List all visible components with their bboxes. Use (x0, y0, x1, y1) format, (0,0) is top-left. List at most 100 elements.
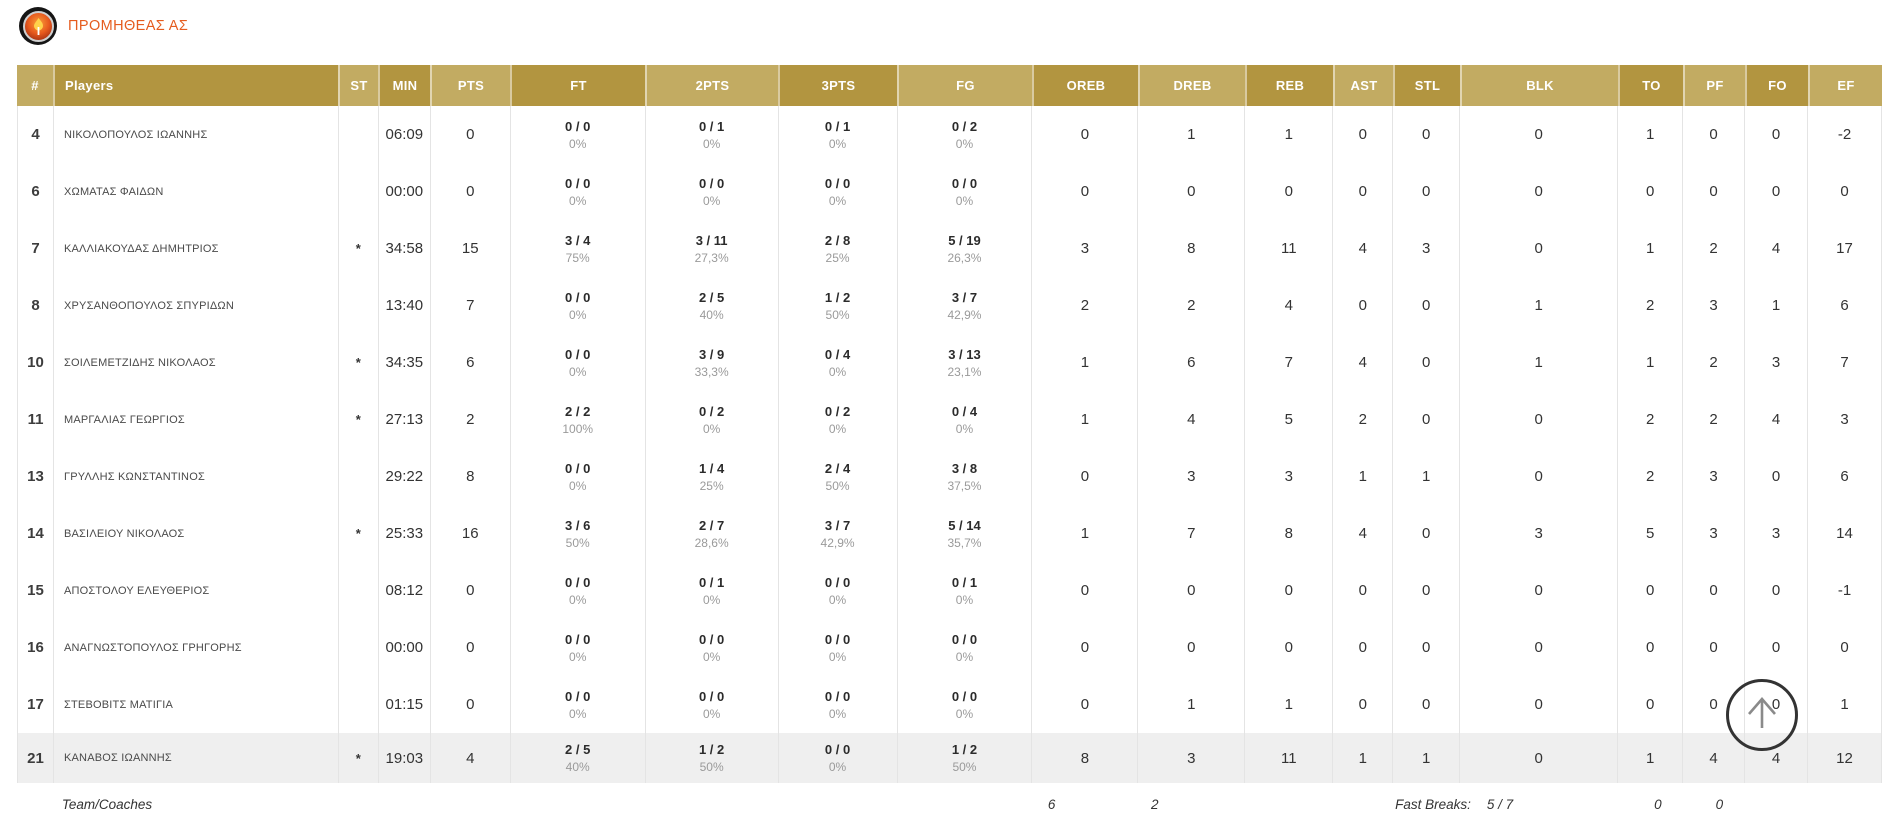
stat-cell-min: 34:35 (379, 334, 431, 391)
shot-made-attempted: 1 / 4 (698, 460, 725, 476)
column-header-stl: STL (1393, 65, 1460, 106)
shot-made-attempted: 3 / 9 (698, 346, 725, 362)
stat-cell-pf: 2 (1683, 220, 1746, 277)
shot-percentage: 40% (699, 307, 724, 322)
stat-value: 3 (1840, 411, 1849, 428)
stat-value: 0 (1358, 183, 1367, 200)
stat-cell-oreb: 0 (1032, 163, 1139, 220)
stat-cell-ast: 1 (1333, 448, 1394, 505)
stat-cell-ft: 0 / 0 0% (511, 562, 646, 619)
stat-cell-min: 19:03 (379, 733, 431, 783)
stat-value: ΚΑΝΑΒΟΣ ΙΩΑΝΝΗΣ (63, 752, 172, 764)
stat-value: 0 (1080, 582, 1090, 599)
stat-value: 0 (1709, 582, 1718, 599)
stat-value: 6 (1187, 354, 1196, 371)
stat-value: 0 (1709, 696, 1718, 713)
stat-value: ΣΟΙΛΕΜΕΤΖΙΔΗΣ ΝΙΚΟΛΑΟΣ (63, 356, 216, 369)
stat-cell-ef: 14 (1808, 505, 1882, 562)
team-row-num-cell (17, 783, 52, 826)
stat-value: 4 (1709, 749, 1718, 767)
stat-value: 1 (1534, 297, 1543, 314)
stat-value: 17 (1836, 240, 1853, 257)
shot-percentage: 0% (955, 649, 974, 664)
stat-cell-reb: 8 (1245, 505, 1334, 562)
stat-cell-blk: 0 (1460, 220, 1619, 277)
stat-cell-oreb: 3 (1032, 220, 1139, 277)
stat-cell-p2: 0 / 0 0% (646, 619, 779, 676)
team-coaches-label: Team/Coaches (61, 797, 153, 812)
player-name-cell: ΝΙΚΟΛΟΠΟΥΛΟΣ ΙΩΑΝΝΗΣ (54, 106, 339, 163)
shot-percentage: 0% (569, 307, 587, 322)
stat-cell-pf: 0 (1683, 562, 1746, 619)
stat-cell-min: 00:00 (379, 163, 431, 220)
stat-cell-ft: 2 / 5 40% (511, 733, 646, 783)
shot-made-attempted: 0 / 1 (698, 574, 725, 590)
stat-cell-reb: 0 (1245, 562, 1334, 619)
stat-cell-stl: 0 (1393, 277, 1461, 334)
stat-value: 2 (1358, 411, 1367, 428)
stat-cell-p2: 2 / 7 28,6% (646, 505, 779, 562)
stat-value: * (355, 412, 361, 427)
stat-value: 3 (1709, 525, 1718, 542)
stat-cell-fg: 0 / 2 0% (898, 106, 1033, 163)
shot-made-attempted: 0 / 0 (824, 631, 851, 647)
table-header-row: # Players ST MIN PTS FT 2PTS 3PTS FG OREB DREB REB A… (17, 65, 1882, 106)
team-pf-value: 0 (1715, 797, 1724, 812)
stat-value: 2 (1645, 411, 1655, 428)
stat-value: 2 (1709, 411, 1718, 428)
stat-value: 0 (1709, 639, 1718, 656)
stat-cell-min: 25:33 (379, 505, 431, 562)
stat-cell-stl: 0 (1393, 334, 1461, 391)
shot-made-attempted: 0 / 0 (824, 574, 851, 590)
column-header-label: FT (570, 78, 587, 93)
stat-value: 1 (1422, 749, 1431, 767)
shot-made-attempted: 0 / 0 (565, 631, 591, 647)
shot-percentage: 0% (955, 193, 974, 208)
fast-breaks-value: 5 / 7 (1486, 797, 1514, 812)
stat-cell-p2: 3 / 11 27,3% (646, 220, 779, 277)
column-header-label: REB (1275, 78, 1305, 93)
stat-cell-ast: 0 (1333, 106, 1394, 163)
stat-value: 0 (1534, 749, 1543, 767)
stat-cell-oreb: 2 (1032, 277, 1139, 334)
stat-cell-ast: 4 (1333, 334, 1394, 391)
scroll-to-top-button[interactable] (1726, 679, 1798, 751)
box-score-table: # Players ST MIN PTS FT 2PTS 3PTS FG OREB DREB REB A… (17, 65, 1882, 826)
column-header-label: AST (1350, 78, 1378, 93)
stat-cell-min: 08:12 (379, 562, 431, 619)
stat-cell-oreb: 1 (1032, 334, 1139, 391)
stat-cell-dreb: 2 (1138, 277, 1246, 334)
stat-value: 0 (1358, 126, 1367, 143)
stat-value: 0 (1534, 696, 1543, 713)
stat-cell-stl: 0 (1393, 505, 1461, 562)
stat-value: 0 (1771, 126, 1781, 143)
column-header-label: MIN (392, 78, 418, 93)
stat-value: ΑΝΑΓΝΩΣΤΟΠΟΥΛΟΣ ΓΡΗΓΟΡΗΣ (63, 641, 242, 654)
stat-cell-num: 7 (18, 220, 54, 277)
column-header-oreb: OREB (1032, 65, 1138, 106)
shot-made-attempted: 3 / 7 (951, 289, 978, 305)
shot-made-attempted: 3 / 13 (948, 346, 981, 362)
stat-cell-fg: 0 / 0 0% (898, 619, 1033, 676)
stat-cell-fo: 0 (1745, 619, 1809, 676)
stat-cell-num: 16 (18, 619, 54, 676)
stat-value: 1 (1645, 240, 1655, 257)
column-header-label: 2PTS (695, 78, 730, 93)
stat-value: ΚΑΛΛΙΑΚΟΥΔΑΣ ΔΗΜΗΤΡΙΟΣ (63, 242, 219, 255)
stat-value: 4 (1358, 354, 1367, 371)
stat-value: 4 (1771, 240, 1781, 257)
stat-value: 0 (1080, 639, 1090, 656)
column-header-num: # (17, 65, 53, 106)
shot-made-attempted: 0 / 4 (951, 403, 978, 419)
stat-value: ΓΡΥΛΛΗΣ ΚΩΝΣΤΑΝΤΙΝΟΣ (63, 470, 205, 483)
stat-cell-reb: 1 (1245, 106, 1334, 163)
stat-cell-ast: 0 (1333, 163, 1394, 220)
torch-flame-icon (22, 10, 54, 42)
stat-value: 0 (1422, 525, 1431, 542)
stat-cell-blk: 0 (1460, 106, 1619, 163)
shot-percentage: 0% (569, 649, 587, 664)
team-oreb-value: 6 (1047, 797, 1056, 812)
stat-cell-fo: 3 (1745, 505, 1809, 562)
stat-cell-to: 5 (1618, 505, 1684, 562)
stat-value: 7 (466, 297, 475, 314)
